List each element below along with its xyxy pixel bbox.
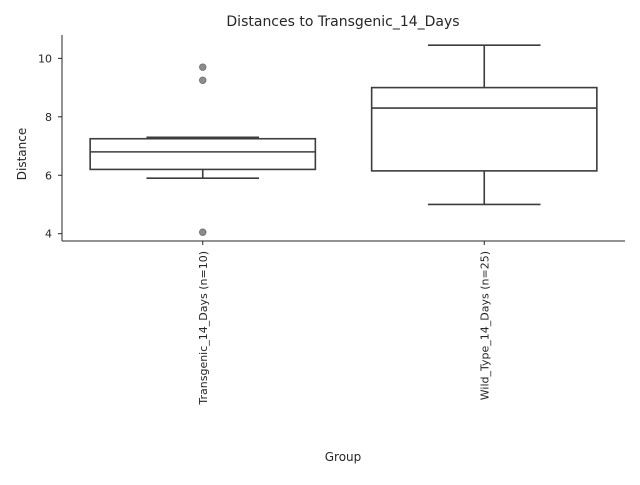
iqr-box [89,137,317,171]
y-tick-label: 8 [45,111,52,124]
box-group [370,44,598,206]
x-tick-label: Transgenic_14_Days (n=10) [197,251,210,406]
y-tick-label: 10 [38,52,52,65]
y-axis-ticks: 4 6 8 10 [38,52,62,241]
outlier-point [199,228,207,236]
iqr-box [370,86,598,172]
y-tick-label: 4 [45,228,52,241]
x-tick-label: Wild_Type_14_Days (n=25) [478,251,491,400]
y-axis-label: Distance [15,128,29,180]
x-axis-label: Group [325,450,362,464]
outlier-point [199,63,207,71]
outlier-point [199,76,207,84]
plot-area [89,44,598,236]
x-axis-ticks: Transgenic_14_Days (n=10) Wild_Type_14_Da… [197,241,491,406]
box-group [89,63,317,236]
chart-title: Distances to Transgenic_14_Days [226,14,459,30]
y-tick-label: 6 [45,169,52,182]
